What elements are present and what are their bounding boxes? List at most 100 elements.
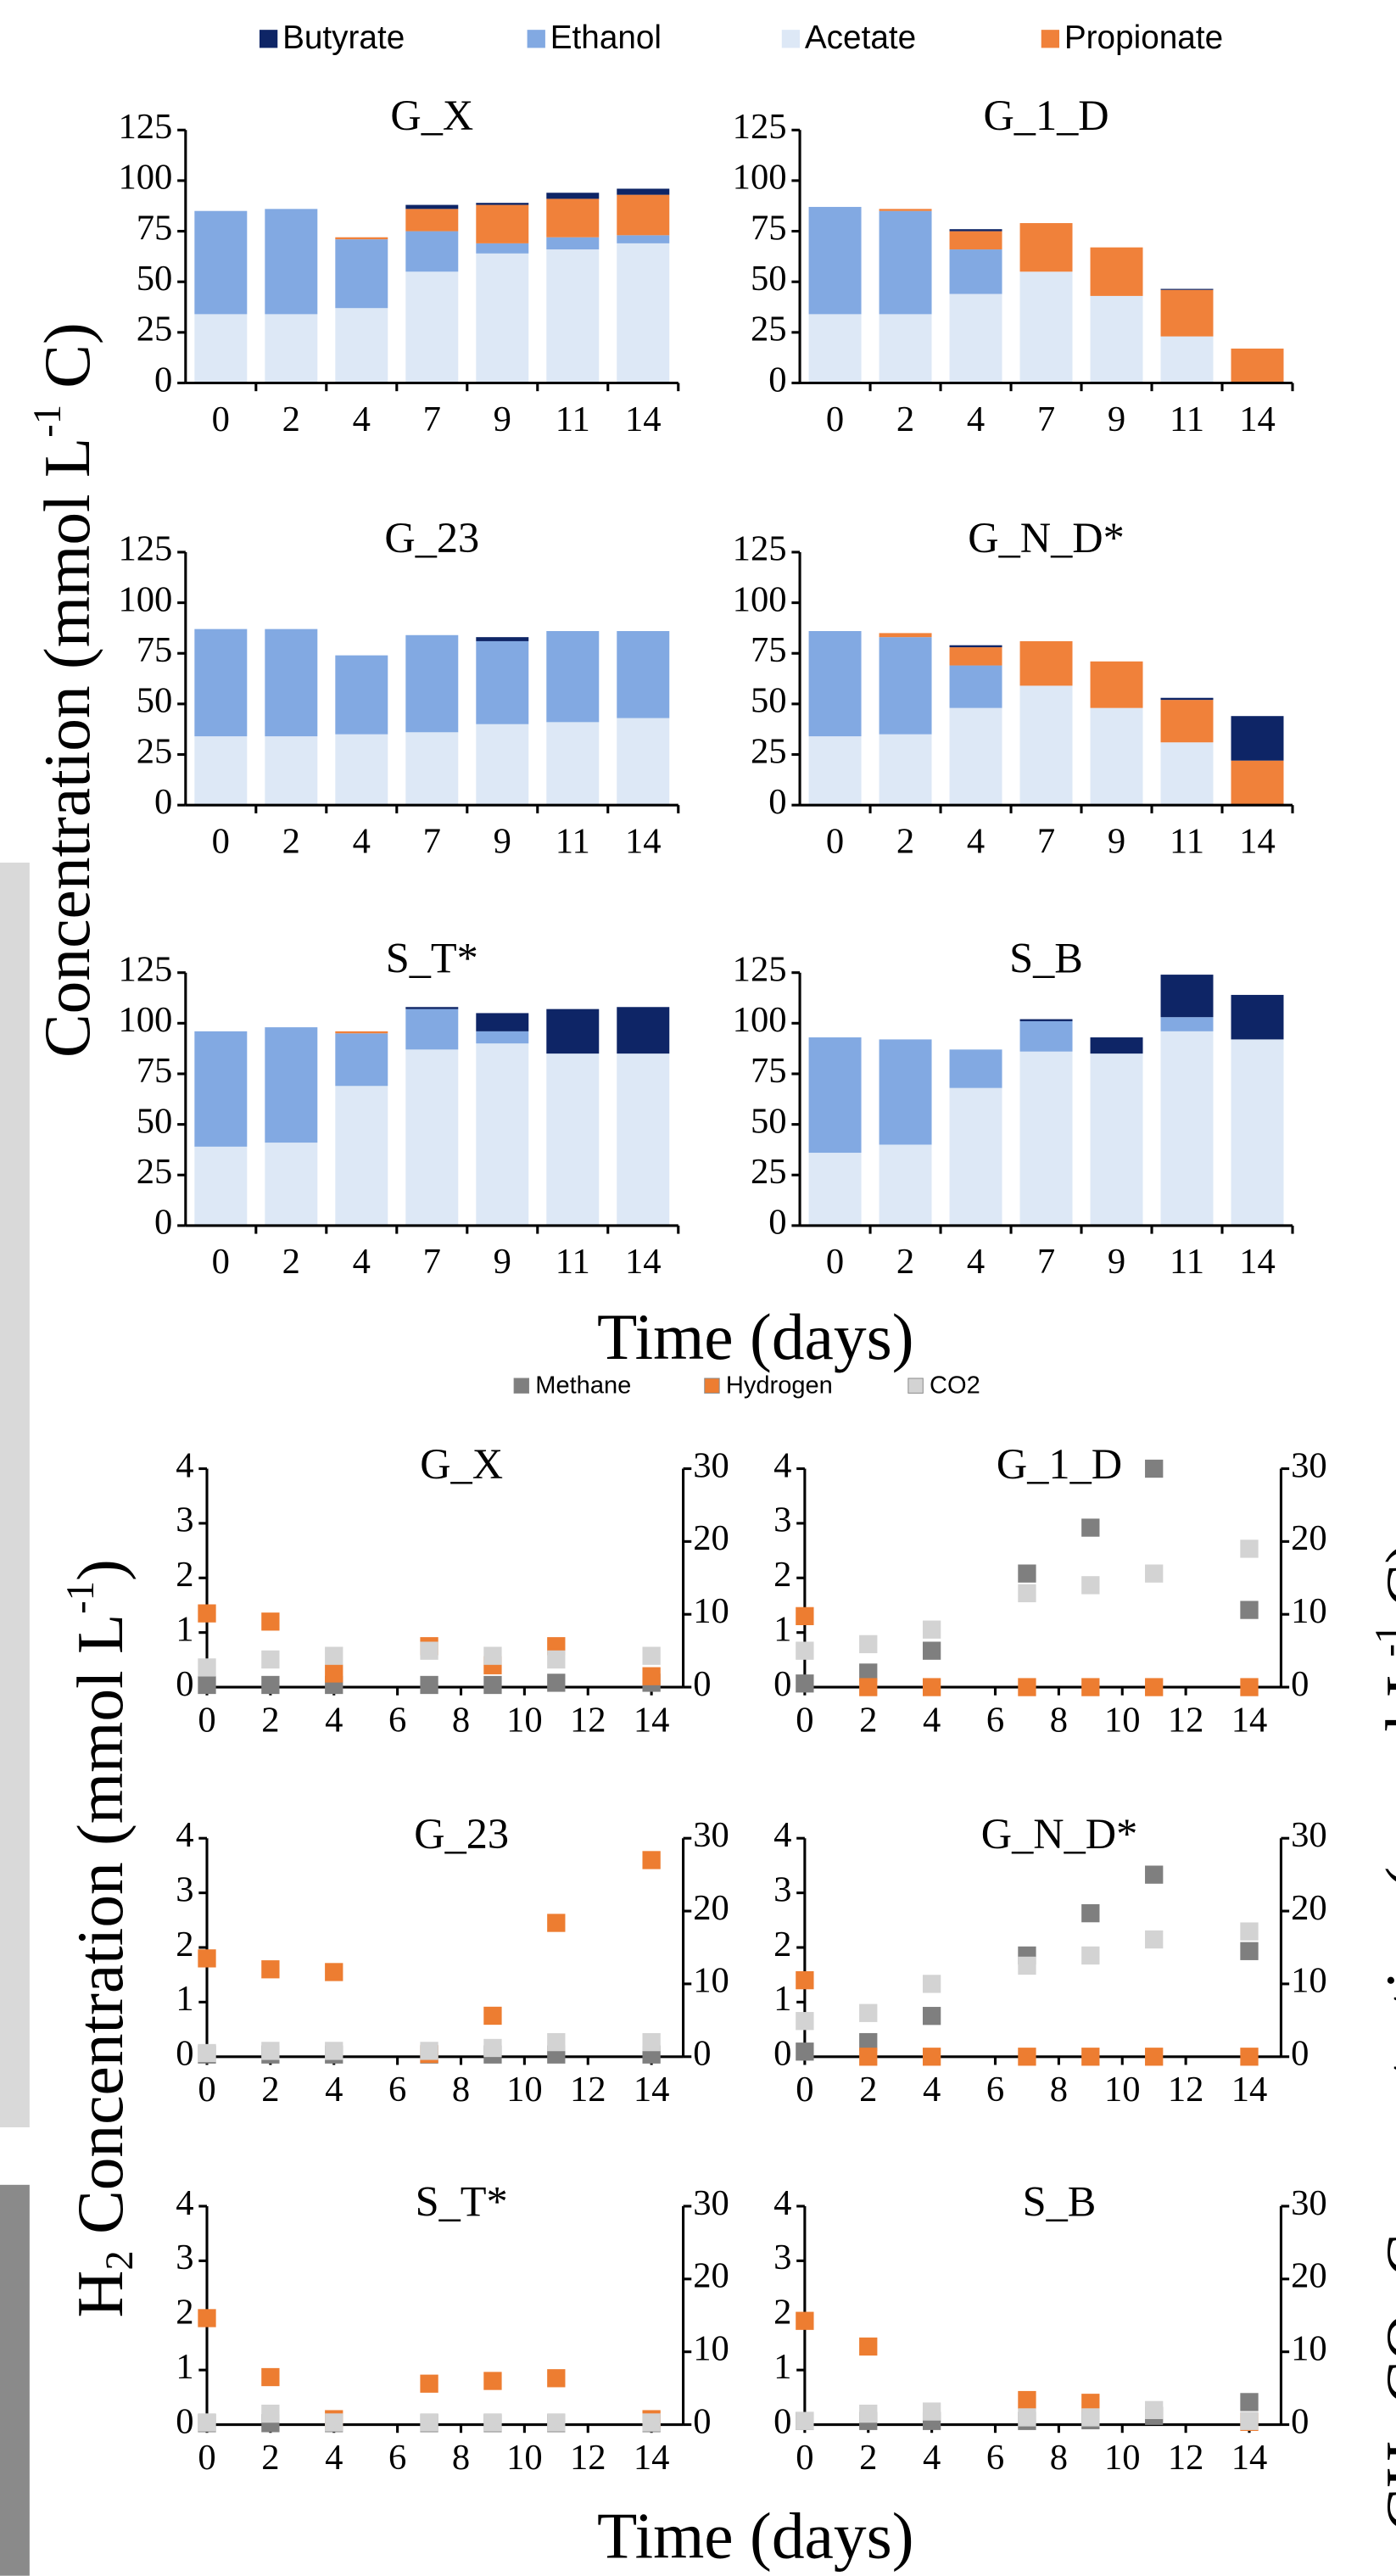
y-tick-label: 125 <box>118 107 172 147</box>
point <box>1081 1576 1100 1595</box>
x-tick-label: 10 <box>506 1700 543 1740</box>
point <box>547 2369 566 2388</box>
y2-tick-label: 30 <box>1291 1445 1327 1485</box>
x-tick-label: 14 <box>1239 821 1276 861</box>
point <box>483 1646 502 1665</box>
bar-segment <box>476 1013 529 1031</box>
label-part: CO <box>1372 2313 1396 2421</box>
y-tick-label: 75 <box>137 1051 173 1091</box>
panel-title: S_T* <box>386 935 478 982</box>
bar-segment <box>405 634 459 733</box>
point <box>1018 2408 1036 2427</box>
x-tick-label: 4 <box>325 2070 343 2109</box>
point <box>1145 1865 1164 1884</box>
x-tick-label: 4 <box>325 1700 343 1740</box>
point <box>325 1963 343 1981</box>
point <box>796 2012 814 2031</box>
x-tick-label: 11 <box>1170 400 1204 439</box>
bar-segment <box>476 204 529 243</box>
y-tick-label: 1 <box>176 2347 193 2387</box>
y2-tick-label: 20 <box>693 2256 729 2296</box>
x-tick-label: 14 <box>625 821 662 861</box>
x-tick-label: 8 <box>1050 1700 1068 1740</box>
point <box>325 2042 343 2060</box>
bar-segment <box>949 647 1002 666</box>
x-tick-label: 2 <box>859 2070 877 2109</box>
y2-tick-label: 20 <box>1291 1518 1327 1558</box>
bar-segment <box>879 633 932 638</box>
y-tick-label: 100 <box>118 158 172 198</box>
x-tick-label: 8 <box>1050 2070 1068 2109</box>
bar-segment <box>335 1031 388 1034</box>
point <box>859 2003 878 2022</box>
y-tick-label: 0 <box>154 360 172 400</box>
x-tick-label: 11 <box>556 821 590 861</box>
bar-segment <box>1090 707 1143 806</box>
point <box>922 1975 941 1993</box>
x-tick-label: 0 <box>198 2070 215 2109</box>
y-tick-label: 3 <box>176 1500 193 1540</box>
x-tick-label: 14 <box>634 1700 670 1740</box>
x-tick-label: 12 <box>570 2438 606 2478</box>
y-tick-label: 100 <box>733 579 787 619</box>
bar-segment <box>1019 685 1073 806</box>
y2-tick-label: 30 <box>693 2183 729 2223</box>
point <box>483 2038 502 2058</box>
x-tick-label: 11 <box>1170 821 1204 861</box>
point <box>1081 1946 1100 1965</box>
photo-fragment <box>0 2184 30 2576</box>
bar-segment <box>546 1009 600 1054</box>
y-tick-label: 0 <box>773 1664 791 1704</box>
bar-segment <box>405 732 459 806</box>
bar-segment <box>476 1043 529 1226</box>
point <box>642 1851 661 1869</box>
y-tick-label: 100 <box>733 158 787 198</box>
bar-segment <box>879 209 932 211</box>
bar-segment <box>1231 716 1284 761</box>
x-tick-label: 4 <box>923 2070 941 2109</box>
bar-segment <box>1090 295 1143 383</box>
y-tick-label: 50 <box>751 1101 787 1141</box>
y-tick-label: 4 <box>176 2183 193 2223</box>
bar-segment <box>194 1031 248 1147</box>
bar-segment <box>617 194 670 236</box>
point <box>796 1607 814 1626</box>
x-tick-label: 0 <box>826 821 844 861</box>
x-tick-label: 14 <box>1231 2438 1268 2478</box>
y2-tick-label: 10 <box>693 1961 729 2001</box>
point <box>1145 1459 1164 1478</box>
x-tick-label: 9 <box>1108 821 1125 861</box>
point <box>796 2311 814 2330</box>
point <box>1240 1678 1259 1696</box>
x-tick-label: 6 <box>388 2438 406 2478</box>
x-tick-label: 14 <box>625 400 662 439</box>
label-part: H <box>64 2271 137 2318</box>
bar-segment <box>265 736 318 806</box>
point <box>420 2374 438 2393</box>
bar-segment <box>194 736 248 806</box>
x-tick-label: 0 <box>198 1700 215 1740</box>
x-tick-label: 12 <box>1168 2438 1204 2478</box>
y-tick-label: 4 <box>773 2183 791 2223</box>
point <box>922 2007 941 2026</box>
x-tick-label: 6 <box>986 2438 1004 2478</box>
bar-segment <box>1090 247 1143 296</box>
x-tick-label: 2 <box>896 1242 914 1282</box>
x-tick-label: 8 <box>452 2070 470 2109</box>
y2-tick-label: 30 <box>1291 1815 1327 1855</box>
point <box>420 2413 438 2432</box>
bar-segment <box>194 210 248 315</box>
y-tick-label: 2 <box>176 1555 193 1595</box>
point <box>420 2042 438 2060</box>
x-tick-label: 4 <box>325 2438 343 2478</box>
y-tick-label: 125 <box>118 949 172 989</box>
x-tick-label: 14 <box>1239 1242 1276 1282</box>
bar-segment <box>1019 1051 1073 1226</box>
x-tick-label: 2 <box>896 400 914 439</box>
bar-segment <box>1231 1039 1284 1226</box>
x-tick-label: 0 <box>826 1242 844 1282</box>
bar-segment <box>335 239 388 309</box>
x-tick-label: 7 <box>423 821 441 861</box>
y-tick-label: 0 <box>176 1664 193 1704</box>
x-tick-label: 10 <box>506 2438 543 2478</box>
